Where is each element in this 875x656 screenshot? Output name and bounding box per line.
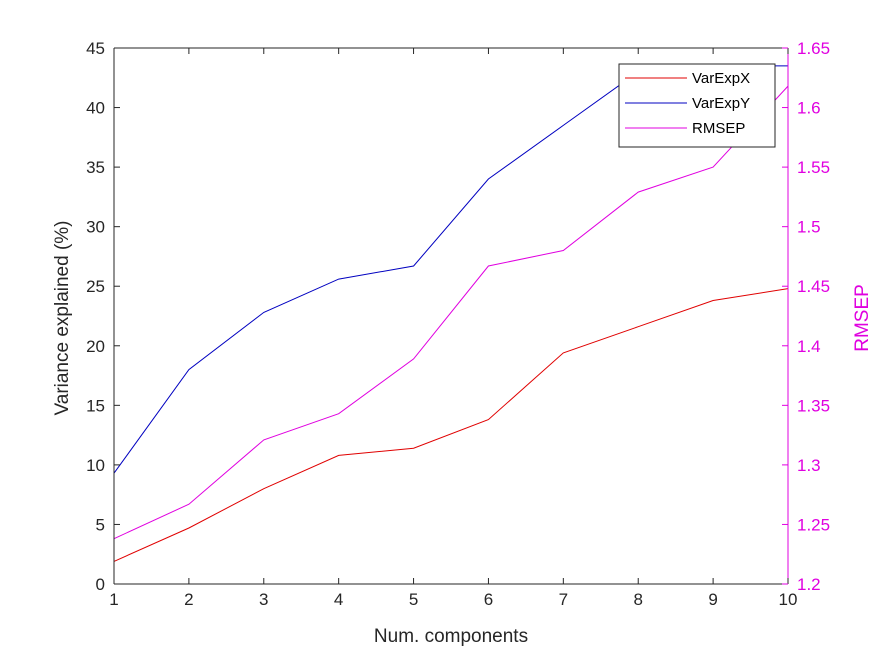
x-tick-label: 10 <box>779 590 798 609</box>
y-tick-label: 0 <box>96 575 105 594</box>
y2-tick-label: 1.4 <box>797 337 821 356</box>
x-tick-label: 9 <box>708 590 717 609</box>
y-tick-label: 15 <box>86 396 105 415</box>
y-tick-label: 40 <box>86 99 105 118</box>
legend-label-rmsep: RMSEP <box>692 120 745 137</box>
x-tick-label: 2 <box>184 590 193 609</box>
y2-axis-title: RMSEP <box>852 284 873 352</box>
ticks: 1 2 3 4 5 6 7 8 9 100510152025303540451.21.251.31… <box>86 39 830 609</box>
y2-tick-label: 1.25 <box>797 515 830 534</box>
y-tick-label: 30 <box>86 218 105 237</box>
x-tick-label: 7 <box>559 590 568 609</box>
series-line-rmsep <box>113 85 789 540</box>
x-tick-label: 6 <box>484 590 493 609</box>
y-axis-title: Variance explained (%) <box>52 220 73 415</box>
x-tick-label: 8 <box>633 590 642 609</box>
y-tick-label: 5 <box>96 515 105 534</box>
y2-tick-label: 1.6 <box>797 99 821 118</box>
y2-tick-label: 1.3 <box>797 456 821 475</box>
series-line-varexpx <box>113 288 789 562</box>
x-axis-title: Num. components <box>374 626 528 647</box>
y2-tick-label: 1.65 <box>797 39 830 58</box>
axes <box>113 47 789 585</box>
x-tick-label: 3 <box>259 590 268 609</box>
y2-tick-label: 1.45 <box>797 277 830 296</box>
legend: VarExpX VarExpY RMSEP <box>618 63 776 148</box>
y2-tick-label: 1.5 <box>797 218 821 237</box>
x-tick-label: 1 <box>109 590 118 609</box>
y-tick-label: 10 <box>86 456 105 475</box>
y2-tick-label: 1.55 <box>797 158 830 177</box>
y-tick-label: 20 <box>86 337 105 356</box>
y2-tick-label: 1.2 <box>797 575 821 594</box>
y-tick-label: 45 <box>86 39 105 58</box>
legend-label-varexpx: VarExpX <box>692 70 750 87</box>
legend-label-varexpy: VarExpY <box>692 95 750 112</box>
x-tick-label: 5 <box>409 590 418 609</box>
x-tick-label: 4 <box>334 590 343 609</box>
y-tick-label: 25 <box>86 277 105 296</box>
y-tick-label: 35 <box>86 158 105 177</box>
y2-tick-label: 1.35 <box>797 396 830 415</box>
